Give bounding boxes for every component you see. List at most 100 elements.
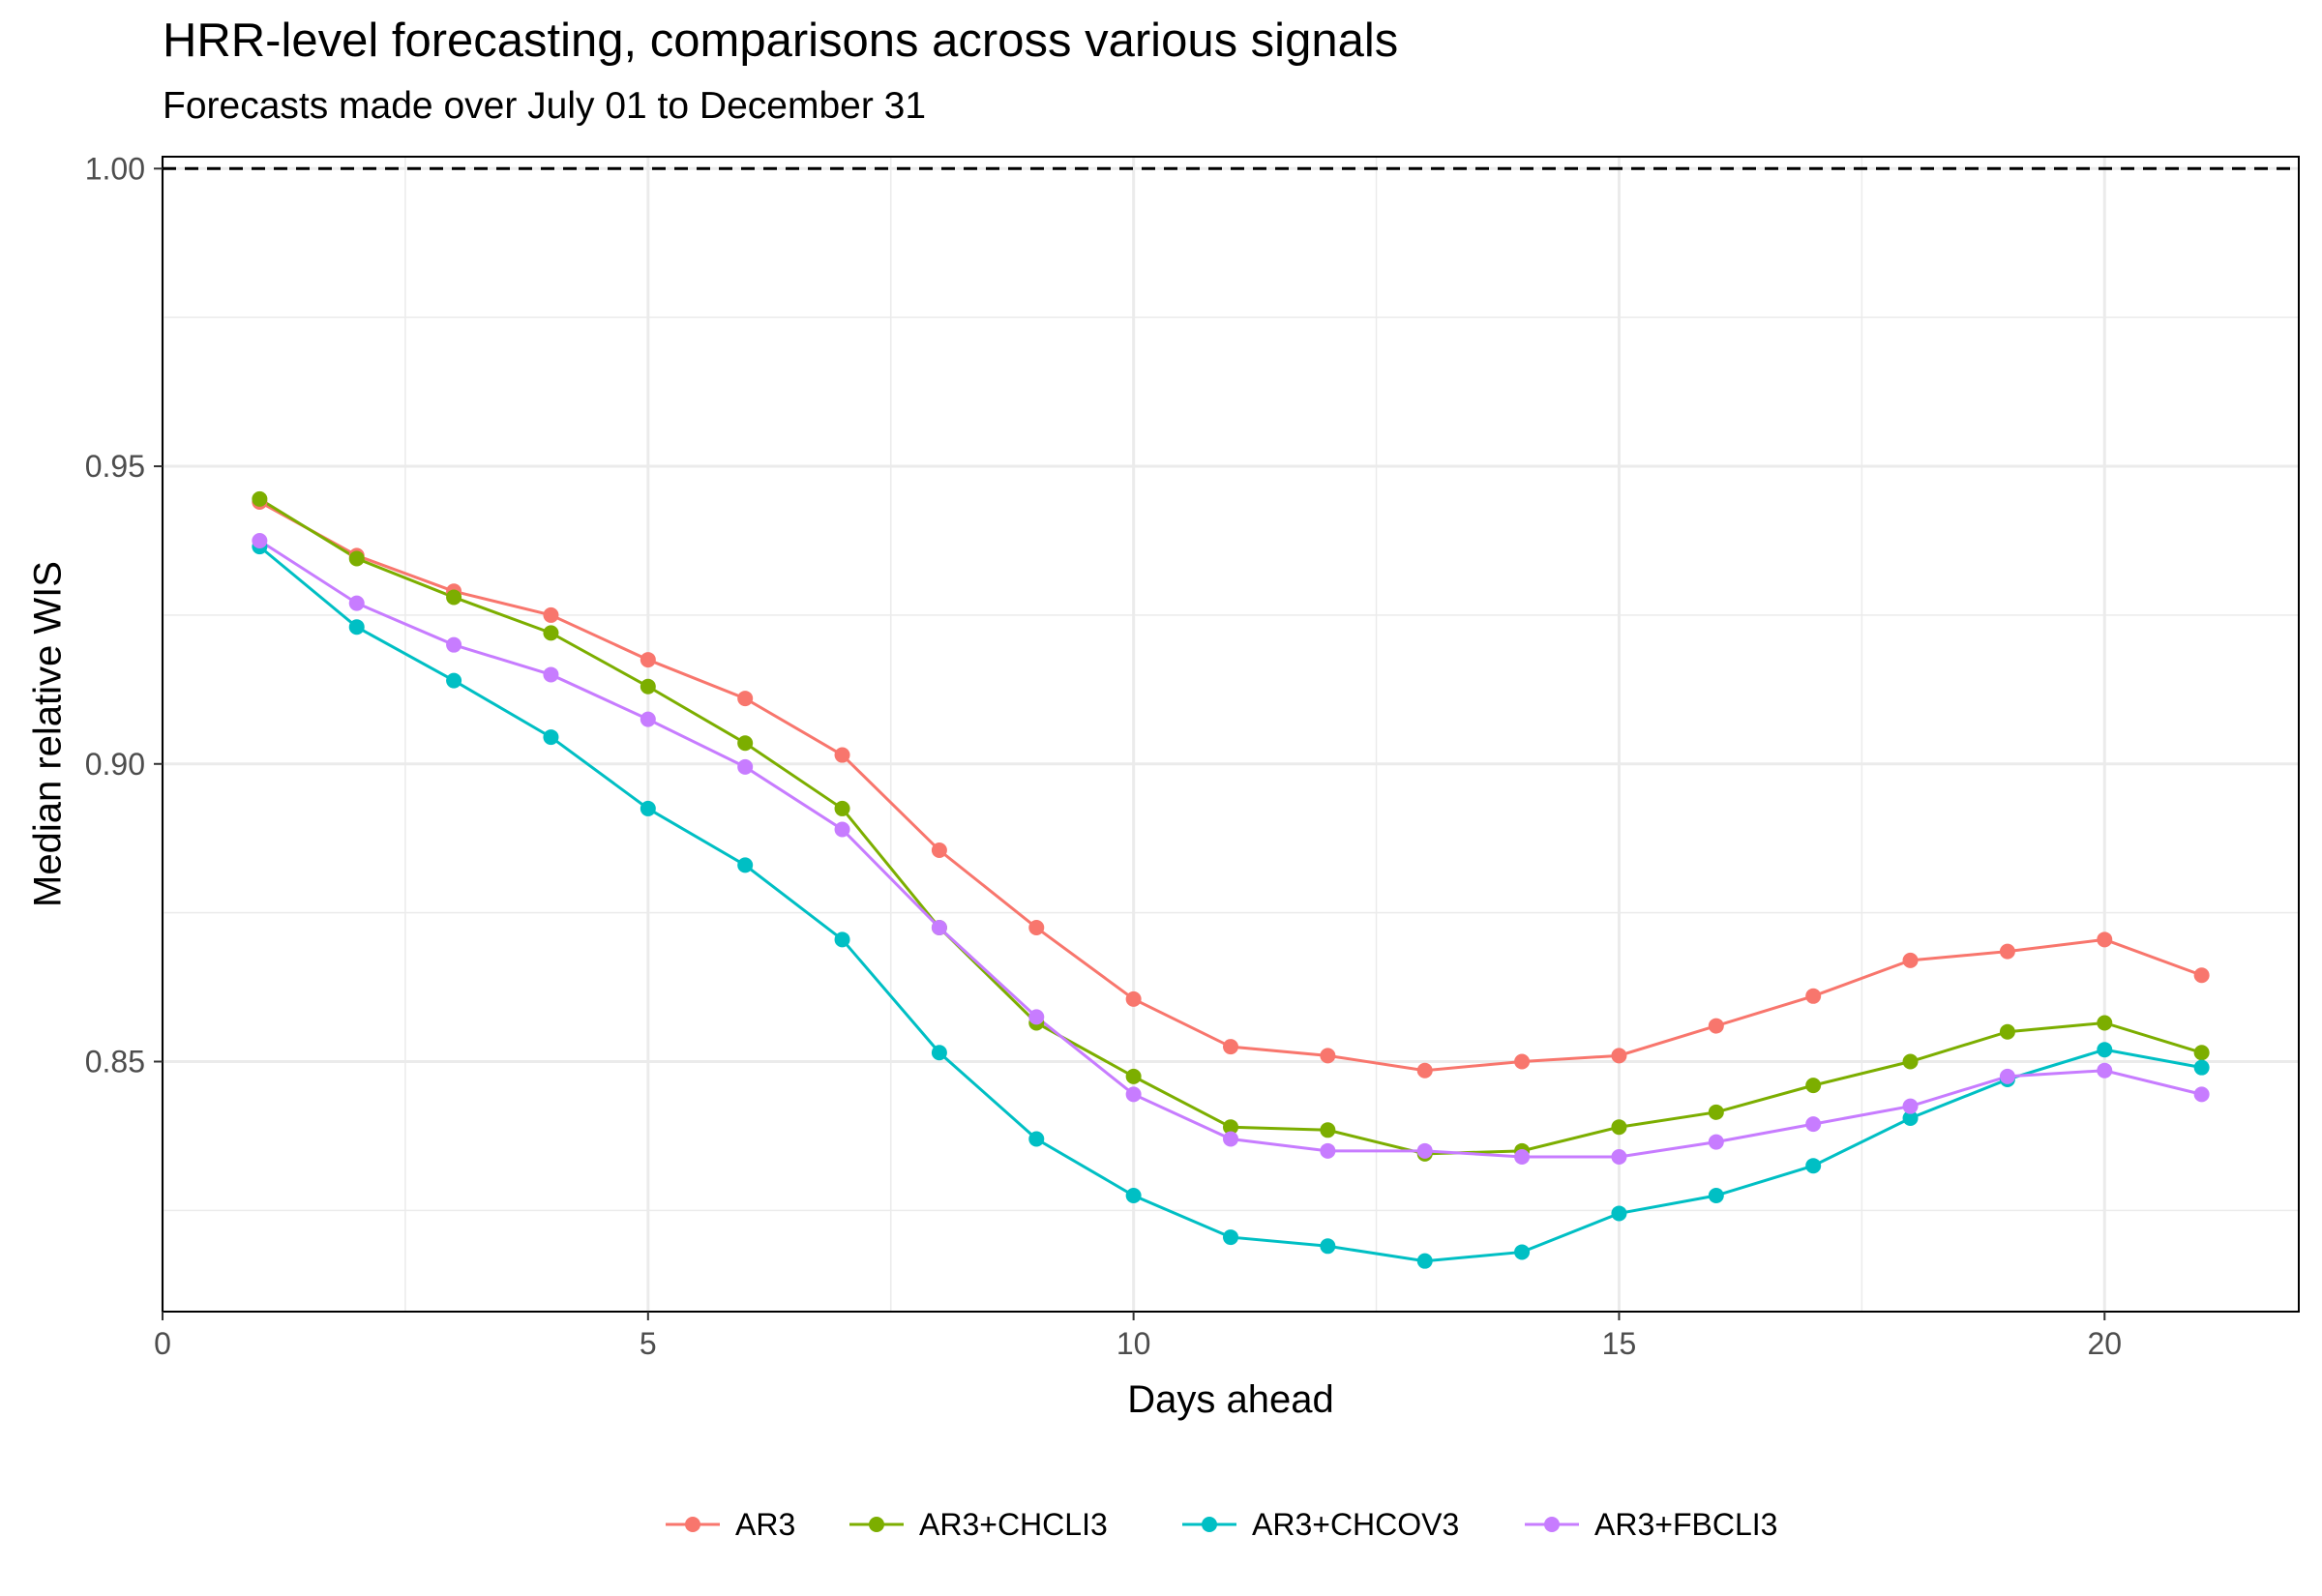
data-point xyxy=(834,931,850,948)
data-point xyxy=(252,532,268,548)
data-point xyxy=(1125,1086,1142,1103)
data-point xyxy=(1999,1068,2015,1084)
data-point xyxy=(2193,1059,2210,1076)
legend-label: AR3+CHCLI3 xyxy=(919,1507,1108,1542)
data-point xyxy=(1223,1131,1238,1147)
data-point xyxy=(1514,1053,1531,1070)
data-point xyxy=(1611,1048,1627,1064)
data-point xyxy=(1708,1104,1724,1120)
y-tick-label: 0.90 xyxy=(85,747,145,782)
data-point xyxy=(737,758,754,775)
data-point xyxy=(543,625,559,641)
data-point xyxy=(1514,1244,1531,1260)
data-point xyxy=(1611,1205,1627,1222)
data-point xyxy=(1708,1018,1724,1034)
plot-panel-border xyxy=(162,156,2300,1313)
data-point xyxy=(834,800,850,816)
x-tick-label: 15 xyxy=(1602,1326,1637,1361)
data-point xyxy=(446,589,462,606)
y-tick-label: 0.95 xyxy=(85,449,145,484)
data-point xyxy=(1125,1187,1142,1203)
data-point xyxy=(931,1045,947,1061)
data-point xyxy=(1028,920,1045,936)
data-point xyxy=(1125,990,1142,1007)
data-point xyxy=(640,678,656,695)
data-point xyxy=(1708,1187,1724,1203)
data-point xyxy=(2193,967,2210,984)
data-point xyxy=(1416,1062,1433,1079)
series-line xyxy=(258,500,2203,1073)
data-point xyxy=(1223,1119,1238,1136)
data-point xyxy=(2193,1086,2210,1103)
x-tick-label: 5 xyxy=(640,1326,657,1361)
data-point xyxy=(1028,1009,1045,1025)
legend: AR3 AR3+CHCLI3 AR3+CHCOV3 AR3+FBCLI3 xyxy=(666,1507,1777,1542)
data-point xyxy=(834,821,850,838)
data-point xyxy=(2097,1042,2113,1058)
data-point xyxy=(348,550,365,567)
x-axis: 0 5 10 15 20 xyxy=(154,1312,2122,1361)
data-point xyxy=(1902,1098,1919,1114)
x-tick-label: 20 xyxy=(2087,1326,2122,1361)
data-point xyxy=(543,729,559,746)
data-point xyxy=(1223,1229,1238,1246)
data-point xyxy=(1805,1116,1822,1133)
data-point xyxy=(1999,1023,2015,1040)
data-point xyxy=(543,606,559,623)
legend-label: AR3 xyxy=(735,1507,795,1542)
chart-subtitle: Forecasts made over July 01 to December … xyxy=(163,85,927,127)
data-point xyxy=(1805,1078,1822,1094)
series-line xyxy=(258,545,2202,1263)
minor-grid xyxy=(163,157,2299,1312)
data-point xyxy=(1902,1053,1919,1070)
data-point xyxy=(543,666,559,683)
data-point xyxy=(1999,943,2015,960)
data-point xyxy=(252,490,268,507)
data-point xyxy=(1805,988,1822,1004)
data-point xyxy=(348,595,365,611)
y-axis-title: Median relative WIS xyxy=(27,561,70,907)
legend-marker xyxy=(1544,1517,1560,1532)
data-point xyxy=(640,711,656,727)
data-point xyxy=(1320,1048,1336,1064)
y-axis: 0.85 0.90 0.95 1.00 xyxy=(85,151,163,1079)
data-point xyxy=(2097,931,2113,948)
x-tick-label: 0 xyxy=(154,1326,171,1361)
data-point xyxy=(1320,1122,1336,1138)
data-point xyxy=(1028,1131,1045,1147)
data-point xyxy=(1805,1158,1822,1174)
legend-marker xyxy=(869,1517,884,1532)
legend-marker xyxy=(1202,1517,1217,1532)
data-point xyxy=(1416,1142,1433,1159)
data-point xyxy=(2097,1015,2113,1031)
data-point xyxy=(931,920,947,936)
data-point xyxy=(834,747,850,763)
data-point xyxy=(737,735,754,752)
data-point xyxy=(737,691,754,707)
x-tick-label: 10 xyxy=(1116,1326,1151,1361)
data-point xyxy=(2193,1045,2210,1061)
x-axis-title: Days ahead xyxy=(1127,1378,1333,1421)
data-point xyxy=(446,672,462,689)
data-point xyxy=(1320,1238,1336,1255)
data-point xyxy=(1125,1068,1142,1084)
data-point xyxy=(1902,1109,1919,1126)
y-tick-label: 1.00 xyxy=(85,151,145,186)
data-point xyxy=(737,857,754,873)
data-point xyxy=(1416,1253,1433,1269)
data-point xyxy=(1708,1134,1724,1150)
data-point xyxy=(2097,1062,2113,1079)
legend-label: AR3+CHCOV3 xyxy=(1252,1507,1459,1542)
data-point xyxy=(931,842,947,859)
data-point xyxy=(640,652,656,668)
legend-marker xyxy=(685,1517,700,1532)
y-tick-label: 0.85 xyxy=(85,1045,145,1079)
data-point xyxy=(1902,952,1919,968)
chart-title: HRR-level forecasting, comparisons acros… xyxy=(163,15,1399,67)
data-point xyxy=(1320,1142,1336,1159)
data-point xyxy=(640,800,656,816)
data-point xyxy=(1611,1119,1627,1136)
data-point xyxy=(348,619,365,635)
data-point xyxy=(1514,1148,1531,1165)
